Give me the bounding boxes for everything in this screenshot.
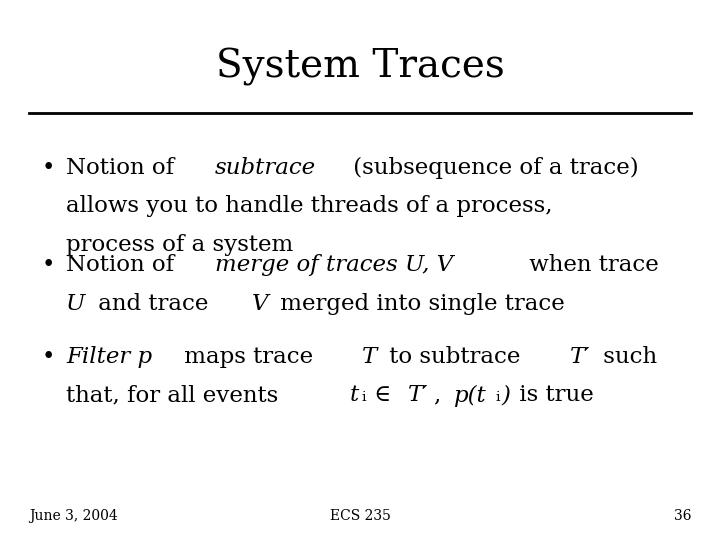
Text: 36: 36 <box>674 509 691 523</box>
Text: such: such <box>596 346 657 368</box>
Text: Notion of: Notion of <box>66 157 181 179</box>
Text: ∈: ∈ <box>367 384 399 407</box>
Text: T′: T′ <box>570 346 590 368</box>
Text: June 3, 2004: June 3, 2004 <box>29 509 117 523</box>
Text: maps trace: maps trace <box>177 346 320 368</box>
Text: •: • <box>42 157 55 179</box>
Text: subtrace: subtrace <box>215 157 316 179</box>
Text: ᵢ: ᵢ <box>361 384 366 407</box>
Text: (subsequence of a trace): (subsequence of a trace) <box>346 157 638 179</box>
Text: Notion of: Notion of <box>66 254 181 276</box>
Text: T′: T′ <box>408 384 428 407</box>
Text: T: T <box>362 346 377 368</box>
Text: and trace: and trace <box>91 293 216 315</box>
Text: process of a system: process of a system <box>66 234 294 256</box>
Text: ECS 235: ECS 235 <box>330 509 390 523</box>
Text: •: • <box>42 254 55 276</box>
Text: System Traces: System Traces <box>215 49 505 86</box>
Text: allows you to handle threads of a process,: allows you to handle threads of a proces… <box>66 195 553 218</box>
Text: •: • <box>42 346 55 368</box>
Text: t: t <box>349 384 359 407</box>
Text: ): ) <box>501 384 510 407</box>
Text: p(t: p(t <box>453 384 485 407</box>
Text: when trace: when trace <box>523 254 659 276</box>
Text: ᵢ: ᵢ <box>495 384 500 407</box>
Text: U: U <box>66 293 86 315</box>
Text: is true: is true <box>513 384 594 407</box>
Text: V: V <box>252 293 269 315</box>
Text: Filter p: Filter p <box>66 346 153 368</box>
Text: ,: , <box>434 384 449 407</box>
Text: to subtrace: to subtrace <box>382 346 528 368</box>
Text: merged into single trace: merged into single trace <box>273 293 565 315</box>
Text: merge of traces U, V: merge of traces U, V <box>215 254 453 276</box>
Text: that, for all events: that, for all events <box>66 384 286 407</box>
